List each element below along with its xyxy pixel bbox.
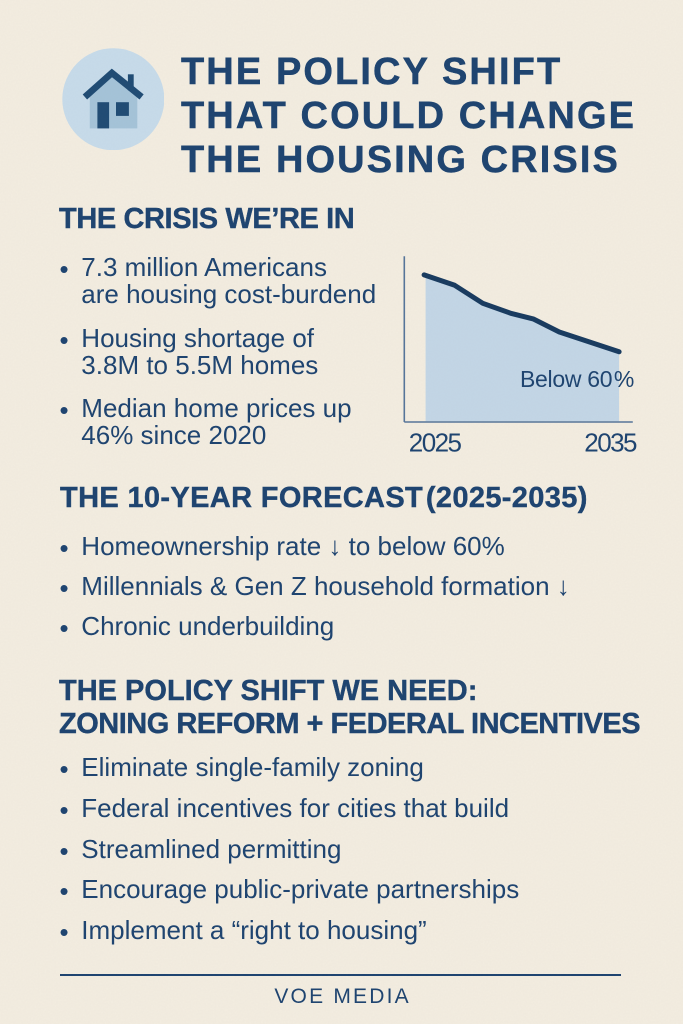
svg-text:2025: 2025 (409, 427, 462, 457)
svg-text:Below 60 %: Below 60 % (520, 366, 634, 392)
svg-text:2035: 2035 (584, 427, 637, 457)
